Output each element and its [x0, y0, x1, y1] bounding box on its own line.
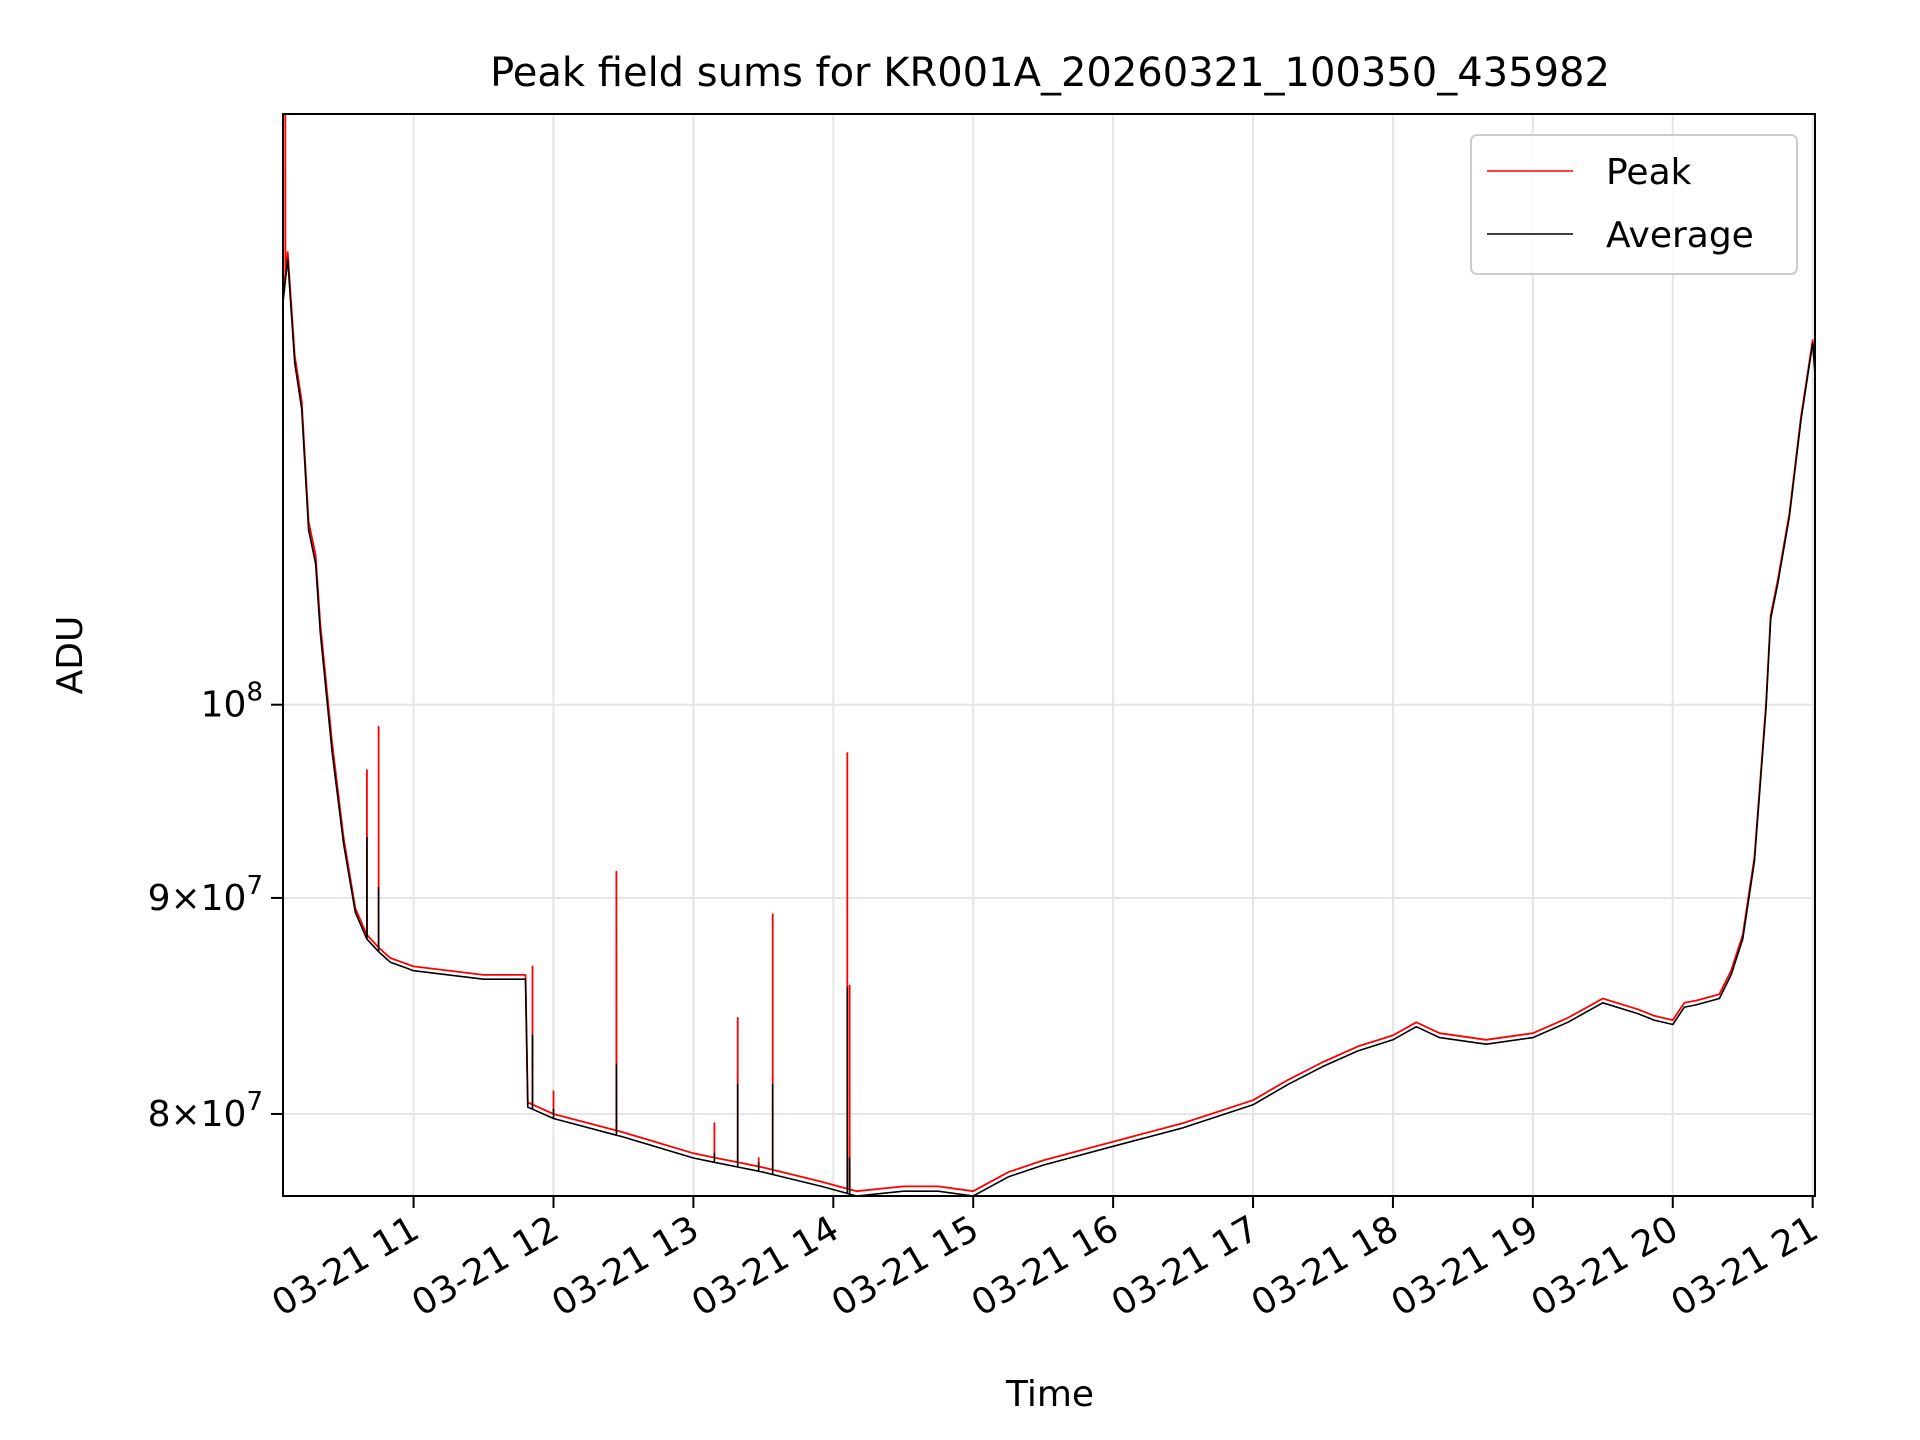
legend-box [1470, 134, 1798, 275]
x-axis-label: Time [1005, 1374, 1094, 1415]
y-tick-label: 108 [201, 678, 263, 726]
chart-title: Peak field sums for KR001A_20260321_1003… [490, 50, 1610, 96]
series-line-peak [283, 114, 1815, 1193]
y-axis-label: ADU [50, 616, 91, 695]
plot-frame [282, 113, 1816, 1197]
grid [283, 114, 1815, 1196]
legend: Peak Average [1470, 134, 1798, 275]
y-tick-label: 9×107 [148, 871, 263, 919]
series-layer [283, 114, 1815, 1196]
series-line-average [283, 258, 1815, 1196]
legend-label-average: Average [1606, 215, 1754, 256]
legend-label-peak: Peak [1606, 152, 1692, 193]
y-tick-label: 8×107 [148, 1087, 263, 1135]
y-axis-ticks: 8×107 9×107 108 [148, 678, 283, 1135]
